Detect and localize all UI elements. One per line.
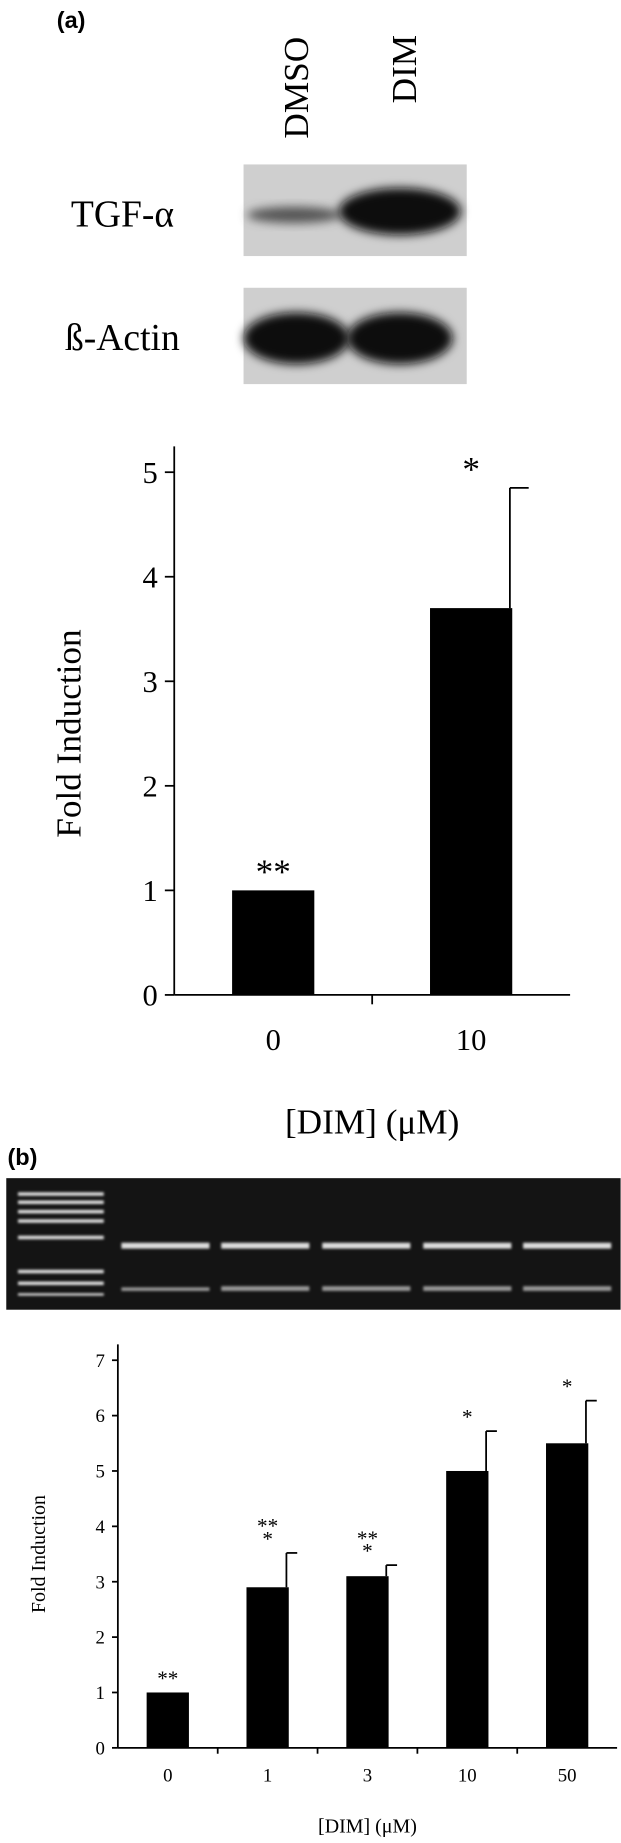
y-tick-label: 4 <box>143 560 158 594</box>
blot-row-label: TGF-α <box>71 195 174 236</box>
x-tick-label: 0 <box>163 1766 172 1787</box>
y-tick-label: 2 <box>96 1628 105 1649</box>
panel-label: (b) <box>7 1144 37 1170</box>
x-tick-label: 3 <box>363 1766 372 1787</box>
x-axis-label: [DIM] (μM) <box>318 1815 417 1837</box>
bar <box>546 1443 588 1748</box>
y-tick-label: 0 <box>96 1738 105 1759</box>
annotation: * <box>362 1539 373 1563</box>
annotation: ** <box>256 852 291 891</box>
y-tick-label: 4 <box>96 1517 106 1538</box>
bar <box>346 1576 388 1748</box>
y-tick-label: 1 <box>143 874 158 908</box>
x-axis-label: [DIM] (μM) <box>285 1103 459 1142</box>
y-tick-label: 0 <box>143 979 158 1013</box>
panel-label: (a) <box>57 7 86 33</box>
annotation: * <box>562 1375 573 1399</box>
y-tick-label: 5 <box>143 456 158 490</box>
y-tick-label: 7 <box>96 1351 105 1372</box>
y-tick-label: 2 <box>143 770 158 804</box>
y-tick-label: 6 <box>96 1406 105 1427</box>
lane-label: DMSO <box>277 37 316 139</box>
y-tick-label: 1 <box>96 1683 105 1704</box>
x-tick-label: 50 <box>558 1766 577 1787</box>
y-axis-label: Fold Induction <box>49 629 88 838</box>
western-blot <box>244 164 467 384</box>
bar <box>430 608 512 995</box>
x-tick-label: 0 <box>266 1023 281 1057</box>
bar <box>446 1471 488 1748</box>
annotation: * <box>262 1527 273 1551</box>
x-tick-label: 1 <box>263 1766 272 1787</box>
annotation: * <box>462 450 480 489</box>
bar <box>147 1692 189 1747</box>
y-axis-label: Fold Induction <box>28 1495 50 1613</box>
blot-row-label: ß-Actin <box>65 318 180 359</box>
figure: (a) DMSO DIM TGF-α ß-Actin (b) 012345**0… <box>0 0 621 1843</box>
annotation: ** <box>157 1666 178 1690</box>
gel-image <box>6 1178 620 1310</box>
lane-label: DIM <box>385 35 424 103</box>
bar <box>246 1587 288 1748</box>
y-tick-label: 5 <box>96 1462 105 1483</box>
y-tick-label: 3 <box>143 665 158 699</box>
y-tick-label: 3 <box>96 1572 105 1593</box>
x-tick-label: 10 <box>456 1023 487 1057</box>
bar <box>232 890 314 995</box>
x-tick-label: 10 <box>458 1766 477 1787</box>
annotation: * <box>462 1405 473 1429</box>
